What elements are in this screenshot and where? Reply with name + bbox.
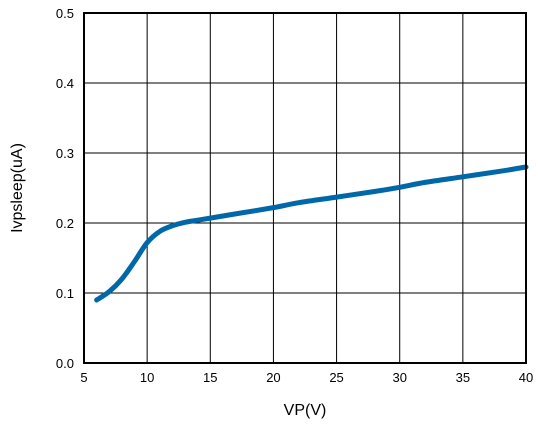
x-tick-label: 10	[140, 370, 154, 385]
y-axis-ticks: 0.0 0.1 0.2 0.3 0.4 0.5	[56, 6, 74, 371]
x-axis-ticks: 5 10 15 20 25 30 35 40	[80, 370, 533, 385]
series-line	[94, 164, 529, 303]
x-tick-label: 20	[266, 370, 280, 385]
y-tick-label: 0.0	[56, 356, 74, 371]
y-axis-label: Ivpsleep(uA)	[9, 143, 26, 233]
y-tick-label: 0.4	[56, 76, 74, 91]
y-tick-label: 0.2	[56, 216, 74, 231]
x-tick-label: 25	[329, 370, 343, 385]
plot-frame	[83, 12, 527, 364]
y-tick-label: 0.3	[56, 146, 74, 161]
x-tick-label: 30	[392, 370, 406, 385]
x-tick-label: 40	[519, 370, 533, 385]
grid	[84, 13, 526, 363]
x-axis-label: VP(V)	[284, 402, 327, 419]
y-tick-label: 0.1	[56, 286, 74, 301]
x-tick-label: 35	[456, 370, 470, 385]
x-tick-label: 15	[203, 370, 217, 385]
series-layer	[94, 164, 529, 303]
x-tick-label: 5	[80, 370, 87, 385]
y-tick-label: 0.5	[56, 6, 74, 21]
